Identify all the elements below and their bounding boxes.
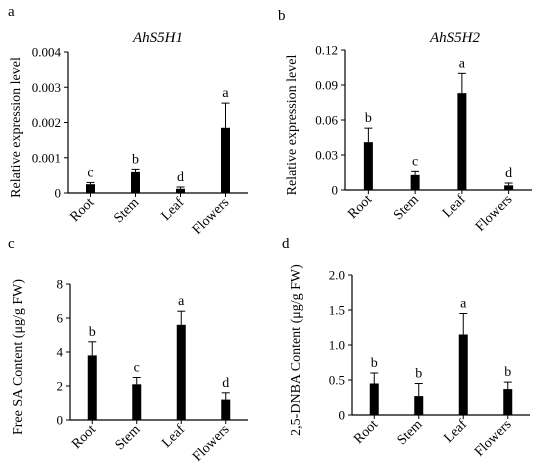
bar-root xyxy=(86,184,95,193)
significance-label: b xyxy=(365,111,372,126)
significance-label: b xyxy=(504,365,511,380)
x-tick-label-leaf: Leaf xyxy=(159,195,188,224)
bar-leaf xyxy=(176,188,185,193)
significance-label: d xyxy=(177,170,184,185)
bar-flowers xyxy=(221,399,231,420)
x-tick-label-flowers: Flowers xyxy=(190,195,233,238)
y-tick-label: 0.5 xyxy=(329,373,345,388)
y-tick-label: 4 xyxy=(57,345,64,360)
chart-title: AhS5H1 xyxy=(132,30,183,46)
significance-label: c xyxy=(412,154,418,169)
y-tick-label: 1.5 xyxy=(329,303,345,318)
y-tick-label: 0 xyxy=(339,408,346,423)
bar-root xyxy=(363,142,373,190)
bar-root xyxy=(369,383,379,415)
significance-label: a xyxy=(460,297,467,312)
bar-flowers xyxy=(221,127,230,193)
chart-panel-a: a AhS5H1 0 0.001 0.002 0.003 0.004 Relative exp… xyxy=(8,4,248,238)
bar-stem xyxy=(131,171,140,193)
y-tick-label: 0 xyxy=(57,413,64,428)
x-tick-label-root: Root xyxy=(69,422,99,452)
significance-label: b xyxy=(415,367,422,382)
panel-letter-a: a xyxy=(8,4,15,20)
x-tick-label-stem: Stem xyxy=(391,192,422,223)
bar-leaf xyxy=(176,324,186,420)
bar-leaf xyxy=(458,334,468,415)
significance-label: a xyxy=(178,294,185,309)
bar-stem xyxy=(132,384,142,420)
y-axis-label: Relative expression level xyxy=(285,55,300,196)
y-tick-label: 0 xyxy=(332,183,339,198)
panel-letter-b: b xyxy=(278,8,286,24)
y-tick-label: 8 xyxy=(57,277,64,292)
x-tick-label-root: Root xyxy=(67,195,97,225)
x-tick-label-stem: Stem xyxy=(113,422,144,453)
y-tick-label: 6 xyxy=(57,311,64,326)
significance-label: b xyxy=(371,356,378,371)
y-axis-label: 2,5-DNBA Content (μg/g FW) xyxy=(289,264,304,436)
x-tick-label-flowers: Flowers xyxy=(472,417,515,460)
y-tick-label: 0.03 xyxy=(315,148,338,163)
significance-label: d xyxy=(505,166,512,181)
bar-stem xyxy=(410,174,420,190)
significance-label: b xyxy=(89,325,96,340)
x-tick-label-flowers: Flowers xyxy=(190,422,233,465)
y-tick-label: 0 xyxy=(55,186,62,201)
chart-panel-c: c 0 2 4 6 8 Free SA Content (μg/g FW) b Root c Ste… xyxy=(8,236,248,465)
y-tick-label: 0.001 xyxy=(32,150,61,165)
panel-letter-d: d xyxy=(282,236,290,252)
y-tick-label: 2.0 xyxy=(329,268,345,283)
bar-stem xyxy=(414,396,424,415)
x-tick-label-flowers: Flowers xyxy=(473,192,516,235)
y-axis-label: Free SA Content (μg/g FW) xyxy=(11,279,26,435)
significance-label: a xyxy=(459,56,466,71)
x-tick-label-stem: Stem xyxy=(395,417,426,448)
y-tick-label: 0.09 xyxy=(315,78,338,93)
bar-leaf xyxy=(457,93,467,190)
y-axis-label: Relative expression level xyxy=(9,57,24,198)
y-tick-label: 0.003 xyxy=(32,80,61,95)
y-tick-label: 0.002 xyxy=(32,115,61,130)
y-tick-label: 0.06 xyxy=(315,113,338,128)
x-tick-label-leaf: Leaf xyxy=(441,417,470,446)
chart-panel-b: b AhS5H2 0 0.03 0.06 0.09 0.12 Relative express… xyxy=(278,8,532,235)
x-tick-label-leaf: Leaf xyxy=(159,422,188,451)
bar-flowers xyxy=(504,185,514,190)
x-tick-label-stem: Stem xyxy=(111,195,142,226)
x-tick-label-root: Root xyxy=(351,417,381,447)
bar-root xyxy=(87,355,97,420)
y-tick-label: 1.0 xyxy=(329,338,345,353)
significance-label: b xyxy=(132,152,139,167)
significance-label: a xyxy=(222,86,229,101)
x-tick-label-root: Root xyxy=(345,192,375,222)
panel-letter-c: c xyxy=(8,236,15,252)
significance-label: c xyxy=(87,165,93,180)
significance-label: c xyxy=(134,361,140,376)
y-tick-label: 0.12 xyxy=(315,43,338,58)
x-tick-label-leaf: Leaf xyxy=(440,192,469,221)
y-tick-label: 0.004 xyxy=(32,45,62,60)
bar-flowers xyxy=(503,389,513,415)
significance-label: d xyxy=(222,376,229,391)
chart-title: AhS5H2 xyxy=(429,30,480,46)
y-tick-label: 2 xyxy=(57,379,64,394)
chart-panel-d: d 0 0.5 1.0 1.5 2.0 2,5-DNBA Content (μg/g FW)… xyxy=(282,236,530,460)
